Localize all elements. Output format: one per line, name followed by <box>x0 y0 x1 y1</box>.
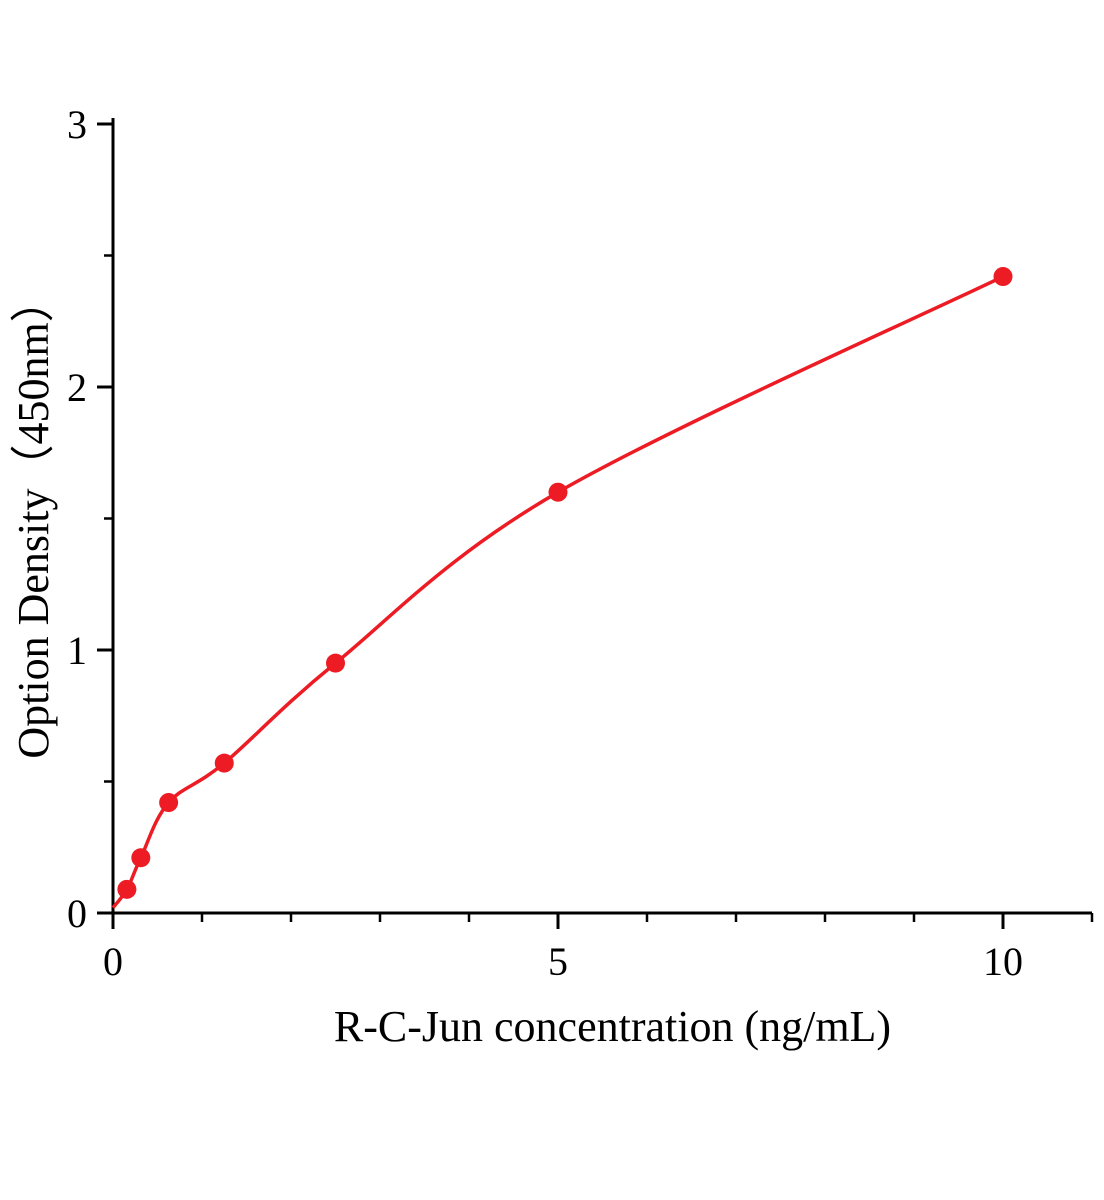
data-point <box>993 267 1013 287</box>
data-point <box>117 879 137 899</box>
data-point <box>214 753 234 773</box>
y-tick-label: 0 <box>67 891 87 936</box>
data-point <box>131 848 151 868</box>
fit-curve <box>111 274 1004 909</box>
data-point <box>159 793 179 813</box>
x-tick-label: 5 <box>548 939 568 984</box>
data-point <box>326 653 345 673</box>
y-axis-title: Option Density（450nm） <box>9 278 58 758</box>
x-tick-label: 0 <box>103 939 123 984</box>
y-tick-label: 1 <box>67 628 87 673</box>
y-tick-label: 2 <box>67 365 87 410</box>
x-axis-title: R-C-Jun concentration (ng/mL) <box>334 1002 891 1051</box>
y-tick-label: 3 <box>67 102 87 147</box>
x-tick-label: 10 <box>983 939 1023 984</box>
data-point <box>548 482 568 502</box>
